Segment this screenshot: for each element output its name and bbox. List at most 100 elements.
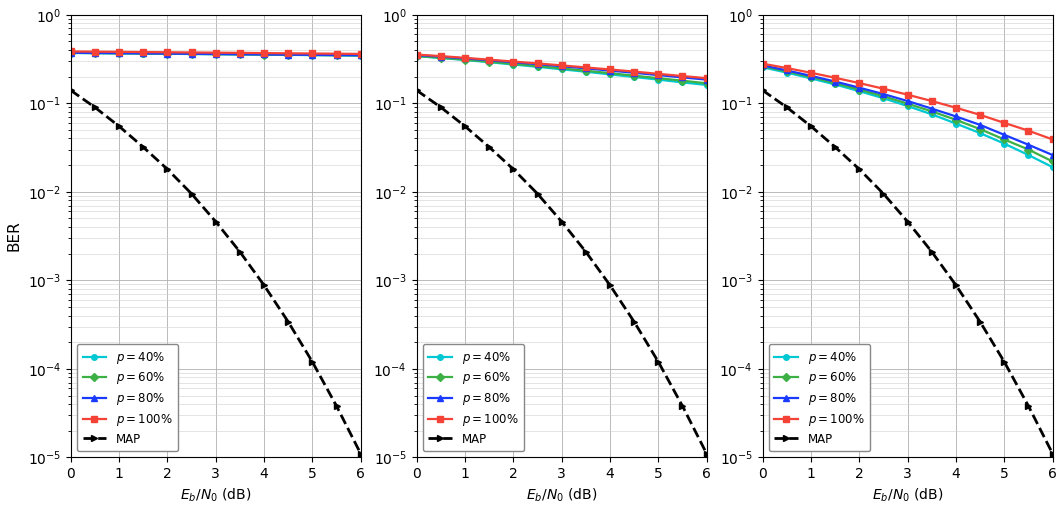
$p = 40\%$ bbox=[853, 88, 866, 94]
$p = 40\%$ bbox=[434, 55, 447, 61]
MAP bbox=[434, 104, 447, 110]
$p = 100\%$ bbox=[330, 51, 343, 57]
$p = 40\%$ bbox=[354, 53, 367, 59]
$p = 60\%$ bbox=[555, 65, 568, 72]
$p = 100\%$ bbox=[949, 105, 962, 111]
MAP bbox=[306, 359, 319, 365]
$p = 40\%$ bbox=[804, 75, 817, 81]
$p = 60\%$ bbox=[1023, 147, 1035, 153]
MAP bbox=[531, 191, 544, 197]
$p = 80\%$ bbox=[676, 74, 688, 80]
$p = 60\%$ bbox=[877, 93, 890, 99]
$p = 60\%$ bbox=[804, 74, 817, 80]
$p = 60\%$ bbox=[411, 53, 423, 59]
$p = 60\%$ bbox=[926, 108, 938, 114]
$p = 40\%$ bbox=[210, 51, 222, 57]
MAP bbox=[1046, 451, 1059, 457]
Line: $p = 80\%$: $p = 80\%$ bbox=[414, 52, 710, 82]
Line: $p = 40\%$: $p = 40\%$ bbox=[68, 50, 364, 58]
Line: MAP: MAP bbox=[760, 87, 1057, 457]
$p = 60\%$ bbox=[459, 57, 471, 63]
$p = 40\%$ bbox=[926, 111, 938, 118]
$p = 100\%$ bbox=[1023, 128, 1035, 134]
$p = 40\%$ bbox=[1023, 152, 1035, 158]
$p = 40\%$ bbox=[676, 79, 688, 85]
$p = 60\%$ bbox=[483, 59, 496, 65]
$p = 100\%$ bbox=[88, 49, 101, 55]
Legend: $p = 40\%$, $p = 60\%$, $p = 80\%$, $p = 100\%$, MAP: $p = 40\%$, $p = 60\%$, $p = 80\%$, $p =… bbox=[422, 344, 525, 452]
MAP bbox=[64, 87, 77, 94]
$p = 100\%$ bbox=[700, 75, 713, 81]
MAP bbox=[652, 359, 665, 365]
$p = 80\%$ bbox=[459, 55, 471, 61]
$p = 100\%$ bbox=[676, 73, 688, 79]
$p = 40\%$ bbox=[233, 52, 246, 58]
MAP bbox=[210, 219, 222, 225]
$p = 40\%$ bbox=[757, 64, 769, 71]
$p = 60\%$ bbox=[282, 52, 295, 58]
$p = 40\%$ bbox=[580, 68, 593, 75]
MAP bbox=[411, 87, 423, 94]
$p = 100\%$ bbox=[628, 68, 641, 75]
MAP bbox=[901, 219, 914, 225]
$p = 40\%$ bbox=[1046, 164, 1059, 170]
Y-axis label: BER: BER bbox=[7, 221, 22, 251]
$p = 80\%$ bbox=[1046, 152, 1059, 158]
$p = 80\%$ bbox=[306, 52, 319, 58]
MAP bbox=[555, 219, 568, 225]
$p = 100\%$ bbox=[64, 49, 77, 55]
$p = 40\%$ bbox=[877, 95, 890, 101]
$p = 80\%$ bbox=[804, 73, 817, 79]
MAP bbox=[853, 166, 866, 172]
MAP bbox=[757, 87, 769, 94]
MAP bbox=[113, 123, 126, 129]
X-axis label: $E_b/N_0$ (dB): $E_b/N_0$ (dB) bbox=[180, 486, 251, 504]
$p = 100\%$ bbox=[829, 75, 842, 81]
$p = 60\%$ bbox=[652, 75, 665, 81]
$p = 60\%$ bbox=[330, 52, 343, 58]
$p = 80\%$ bbox=[949, 113, 962, 120]
$p = 80\%$ bbox=[210, 51, 222, 57]
Legend: $p = 40\%$, $p = 60\%$, $p = 80\%$, $p = 100\%$, MAP: $p = 40\%$, $p = 60\%$, $p = 80\%$, $p =… bbox=[768, 344, 870, 452]
Line: $p = 40\%$: $p = 40\%$ bbox=[414, 54, 710, 88]
MAP bbox=[483, 144, 496, 150]
$p = 80\%$ bbox=[829, 79, 842, 85]
$p = 80\%$ bbox=[926, 106, 938, 112]
$p = 40\%$ bbox=[113, 50, 126, 56]
$p = 100\%$ bbox=[1046, 136, 1059, 143]
$p = 40\%$ bbox=[257, 52, 270, 58]
Line: $p = 80\%$: $p = 80\%$ bbox=[760, 62, 1055, 158]
$p = 100\%$ bbox=[282, 50, 295, 56]
$p = 80\%$ bbox=[483, 57, 496, 63]
$p = 40\%$ bbox=[306, 52, 319, 58]
$p = 60\%$ bbox=[306, 52, 319, 58]
$p = 40\%$ bbox=[998, 141, 1011, 147]
MAP bbox=[700, 451, 713, 457]
MAP bbox=[628, 319, 641, 325]
$p = 80\%$ bbox=[877, 91, 890, 97]
$p = 40\%$ bbox=[603, 72, 616, 78]
Line: $p = 60\%$: $p = 60\%$ bbox=[68, 50, 364, 58]
$p = 100\%$ bbox=[483, 57, 496, 63]
$p = 60\%$ bbox=[434, 55, 447, 61]
$p = 80\%$ bbox=[64, 50, 77, 56]
$p = 100\%$ bbox=[580, 64, 593, 71]
$p = 40\%$ bbox=[88, 50, 101, 56]
$p = 40\%$ bbox=[901, 103, 914, 109]
$p = 40\%$ bbox=[780, 69, 793, 76]
Legend: $p = 40\%$, $p = 60\%$, $p = 80\%$, $p = 100\%$, MAP: $p = 40\%$, $p = 60\%$, $p = 80\%$, $p =… bbox=[77, 344, 179, 452]
MAP bbox=[998, 359, 1011, 365]
$p = 80\%$ bbox=[757, 62, 769, 68]
Line: $p = 80\%$: $p = 80\%$ bbox=[68, 50, 364, 58]
MAP bbox=[459, 123, 471, 129]
$p = 60\%$ bbox=[998, 136, 1011, 143]
$p = 60\%$ bbox=[676, 78, 688, 84]
$p = 80\%$ bbox=[161, 51, 173, 57]
$p = 60\%$ bbox=[161, 51, 173, 57]
$p = 80\%$ bbox=[113, 50, 126, 56]
$p = 100\%$ bbox=[506, 58, 519, 64]
Line: $p = 60\%$: $p = 60\%$ bbox=[414, 53, 710, 86]
$p = 100\%$ bbox=[113, 49, 126, 55]
$p = 60\%$ bbox=[603, 70, 616, 76]
$p = 100\%$ bbox=[757, 61, 769, 67]
